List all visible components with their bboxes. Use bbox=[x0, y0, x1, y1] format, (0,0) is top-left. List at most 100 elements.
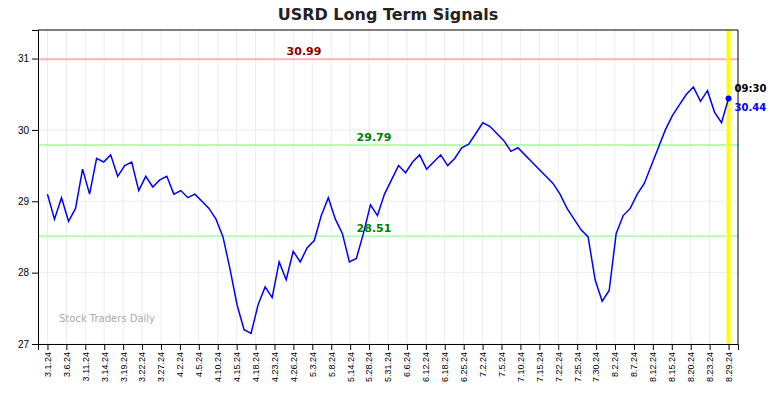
x-tick-mark bbox=[66, 344, 67, 350]
x-tick: 8.7.24 bbox=[629, 344, 639, 377]
grid-line-x bbox=[274, 30, 275, 344]
last-day-line bbox=[727, 30, 731, 344]
grid-line-x bbox=[709, 30, 710, 344]
watermark: Stock Traders Daily bbox=[59, 313, 155, 324]
grid-line-x bbox=[671, 30, 672, 344]
y-tick-label: 31 bbox=[18, 53, 30, 64]
x-tick-label: 5.8.24 bbox=[327, 352, 337, 377]
x-tick-mark bbox=[199, 344, 200, 350]
x-tick: 7.10.24 bbox=[516, 344, 526, 382]
plot-frame bbox=[38, 30, 738, 344]
grid-line-x bbox=[123, 30, 124, 344]
x-tick-mark bbox=[104, 344, 105, 350]
grid-line-x bbox=[293, 30, 294, 344]
x-tick-label: 7.15.24 bbox=[535, 352, 545, 382]
grid-line-x bbox=[539, 30, 540, 344]
y-tick-label: 27 bbox=[18, 339, 30, 350]
grid-line-y bbox=[38, 272, 738, 273]
grid-line-x bbox=[85, 30, 86, 344]
x-tick-mark bbox=[653, 344, 654, 350]
x-tick: 8.2.24 bbox=[610, 344, 620, 377]
y-tick: 28 bbox=[18, 267, 38, 278]
x-tick-label: 5.14.24 bbox=[346, 352, 356, 382]
x-tick: 5.28.24 bbox=[364, 344, 374, 382]
x-tick-label: 4.15.24 bbox=[232, 352, 242, 382]
x-tick-label: 7.10.24 bbox=[516, 352, 526, 382]
x-tick-label: 4.23.24 bbox=[270, 352, 280, 382]
last-time-label: 09:30 bbox=[735, 83, 767, 94]
x-tick-mark bbox=[388, 344, 389, 350]
grid bbox=[38, 30, 738, 344]
x-tick: 3.22.24 bbox=[137, 344, 147, 382]
x-tick: 3.27.24 bbox=[156, 344, 166, 382]
title: USRD Long Term Signals bbox=[278, 5, 499, 24]
x-tick-label: 4.18.24 bbox=[251, 352, 261, 382]
x-tick-label: 3.1.24 bbox=[43, 352, 53, 377]
grid-line-x bbox=[501, 30, 502, 344]
x-tick-mark bbox=[161, 344, 162, 350]
x-tick-label: 7.22.24 bbox=[554, 352, 564, 382]
x-tick-label: 7.30.24 bbox=[591, 352, 601, 382]
x-tick: 7.30.24 bbox=[591, 344, 601, 382]
x-tick-label: 4.5.24 bbox=[194, 352, 204, 377]
x-tick-label: 7.25.24 bbox=[573, 352, 583, 382]
x-tick: 8.29.24 bbox=[724, 344, 734, 382]
grid-line-x bbox=[425, 30, 426, 344]
grid-line-x bbox=[217, 30, 218, 344]
x-tick-mark bbox=[558, 344, 559, 350]
x-tick: 3.1.24 bbox=[43, 344, 53, 377]
grid-line-x bbox=[160, 30, 161, 344]
x-tick-label: 3.27.24 bbox=[156, 352, 166, 382]
x-tick-label: 6.12.24 bbox=[421, 352, 431, 382]
x-tick-mark bbox=[464, 344, 465, 350]
x-tick-label: 8.15.24 bbox=[667, 352, 677, 382]
x-tick: 7.25.24 bbox=[573, 344, 583, 382]
x-tick: 8.15.24 bbox=[667, 344, 677, 382]
x-tick-mark bbox=[293, 344, 294, 350]
x-tick-mark bbox=[312, 344, 313, 350]
x-tick: 4.5.24 bbox=[194, 344, 204, 377]
y-tick: 27 bbox=[18, 339, 38, 350]
grid-line-x bbox=[331, 30, 332, 344]
y-tick: 29 bbox=[18, 196, 38, 207]
x-tick: 5.3.24 bbox=[308, 344, 318, 377]
grid-line-x bbox=[142, 30, 143, 344]
x-tick-label: 6.25.24 bbox=[459, 352, 469, 382]
x-tick: 7.15.24 bbox=[535, 344, 545, 382]
x-tick-mark bbox=[710, 344, 711, 350]
x-tick-label: 6.6.24 bbox=[402, 352, 412, 377]
x-tick: 8.23.24 bbox=[705, 344, 715, 382]
y-tick-mark bbox=[32, 344, 38, 345]
y-tick: 30 bbox=[18, 125, 38, 136]
x-tick-mark bbox=[596, 344, 597, 350]
x-tick-mark bbox=[520, 344, 521, 350]
x-tick: 4.10.24 bbox=[213, 344, 223, 382]
x-tick: 6.6.24 bbox=[402, 344, 412, 377]
grid-line-x bbox=[633, 30, 634, 344]
x-tick-mark bbox=[502, 344, 503, 350]
level-line bbox=[38, 58, 738, 60]
x-tick: 7.2.24 bbox=[478, 344, 488, 377]
x-tick-label: 7.2.24 bbox=[478, 352, 488, 377]
x-tick: 3.14.24 bbox=[100, 344, 110, 382]
chart: 3.1.243.6.243.11.243.14.243.19.243.22.24… bbox=[0, 0, 784, 398]
y-tick-label: 28 bbox=[18, 267, 30, 278]
grid-line-x bbox=[179, 30, 180, 344]
x-tick-label: 3.22.24 bbox=[137, 352, 147, 382]
x-tick-mark bbox=[180, 344, 181, 350]
x-tick-label: 6.18.24 bbox=[440, 352, 450, 382]
x-tick: 4.23.24 bbox=[270, 344, 280, 382]
y-axis: 27 28 29 30 31 bbox=[18, 31, 39, 350]
y-axis-line bbox=[32, 31, 39, 345]
x-tick-mark bbox=[729, 344, 730, 350]
x-tick-label: 8.20.24 bbox=[686, 352, 696, 382]
x-tick-label: 3.14.24 bbox=[100, 352, 110, 382]
x-tick: 6.18.24 bbox=[440, 344, 450, 382]
grid-line-x bbox=[596, 30, 597, 344]
grid-line-x bbox=[444, 30, 445, 344]
grid-line-x bbox=[463, 30, 464, 344]
level-label: 28.51 bbox=[357, 222, 392, 235]
price-line bbox=[47, 87, 728, 333]
level-label: 29.79 bbox=[357, 131, 392, 144]
x-tick-mark bbox=[426, 344, 427, 350]
